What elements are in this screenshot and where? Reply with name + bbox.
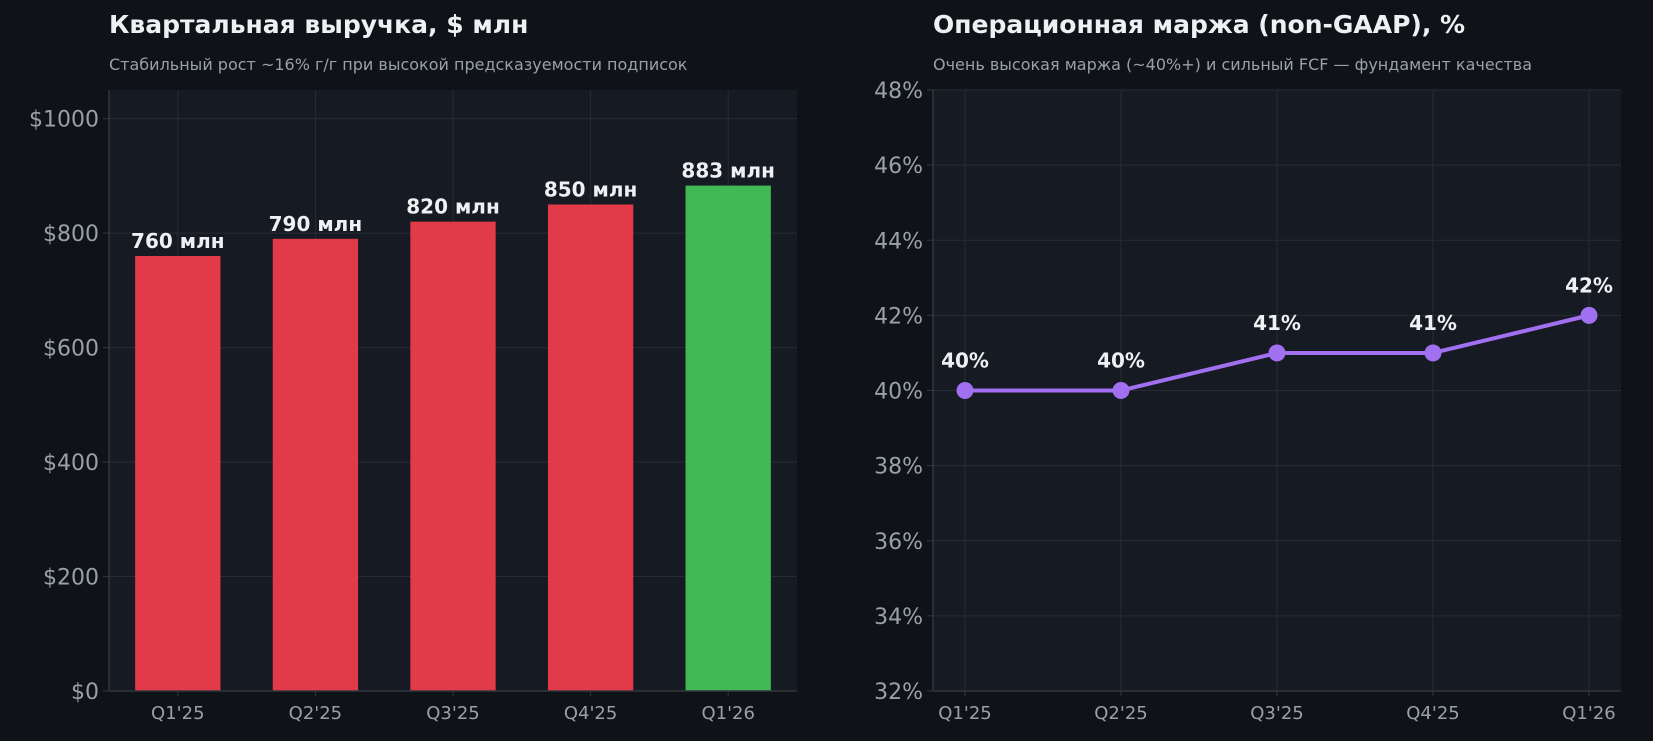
bar: [547, 204, 634, 691]
y-tick-label: 38%: [874, 455, 923, 480]
data-label: 883 млн: [681, 159, 775, 183]
line-chart-subtitle: Очень высокая маржа (~40%+) и сильный FC…: [933, 55, 1533, 74]
data-label: 41%: [1409, 311, 1457, 335]
y-tick-label: $400: [43, 451, 99, 476]
x-tick-label: Q3'25: [1250, 703, 1303, 724]
bar-chart-title: Квартальная выручка, $ млн: [109, 10, 529, 39]
data-point: [1268, 344, 1286, 362]
x-tick-label: Q1'25: [151, 703, 204, 724]
bar: [410, 221, 496, 691]
y-tick-label: 44%: [874, 229, 923, 254]
x-tick-label: Q1'26: [701, 703, 754, 724]
data-label: 41%: [1253, 311, 1301, 335]
y-tick-label: $800: [43, 222, 99, 247]
y-tick-label: $600: [43, 337, 99, 362]
data-label: 760 млн: [131, 229, 225, 253]
y-tick-label: 42%: [874, 304, 923, 329]
data-point: [1424, 344, 1442, 362]
x-tick-label: Q1'26: [1562, 703, 1615, 724]
y-tick-label: 48%: [874, 79, 923, 104]
data-label: 40%: [941, 349, 989, 373]
y-tick-label: $200: [43, 566, 99, 591]
y-tick-label: 34%: [874, 605, 923, 630]
y-tick-label: $1000: [29, 108, 99, 133]
x-tick-label: Q2'25: [1094, 703, 1147, 724]
data-label: 790 млн: [269, 212, 363, 236]
y-tick-label: 36%: [874, 530, 923, 555]
x-tick-label: Q3'25: [426, 703, 479, 724]
bar-chart-subtitle: Стабильный рост ~16% г/г при высокой пре…: [109, 55, 688, 74]
bar: [272, 238, 359, 692]
bar: [685, 185, 771, 691]
data-label: 820 млн: [406, 195, 500, 219]
y-tick-label: 46%: [874, 154, 923, 179]
x-tick-label: Q4'25: [564, 703, 617, 724]
x-tick-label: Q1'25: [938, 703, 991, 724]
y-tick-label: $0: [71, 680, 99, 705]
margin-line-chart: 32% 34% 36% 38% 40% 42% 44% 46% 48% 40% 40% 41% 41% 4…: [874, 79, 1621, 724]
y-tick-label: 32%: [874, 680, 923, 705]
y-tick-label: 40%: [874, 380, 923, 405]
data-label: 42%: [1565, 273, 1613, 297]
bar: [135, 255, 221, 691]
data-point: [1580, 306, 1598, 324]
x-tick-label: Q4'25: [1406, 703, 1459, 724]
data-point: [956, 382, 974, 399]
x-tick-label: Q2'25: [289, 703, 342, 724]
data-label: 40%: [1097, 349, 1145, 373]
revenue-bar-chart: $0 $200 $400 $600 $800 $1000 760 млн 790 млн 820…: [29, 90, 797, 724]
line-chart-title: Операционная маржа (non-GAAP), %: [933, 10, 1466, 39]
data-point: [1112, 382, 1130, 399]
data-label: 850 млн: [544, 177, 638, 201]
